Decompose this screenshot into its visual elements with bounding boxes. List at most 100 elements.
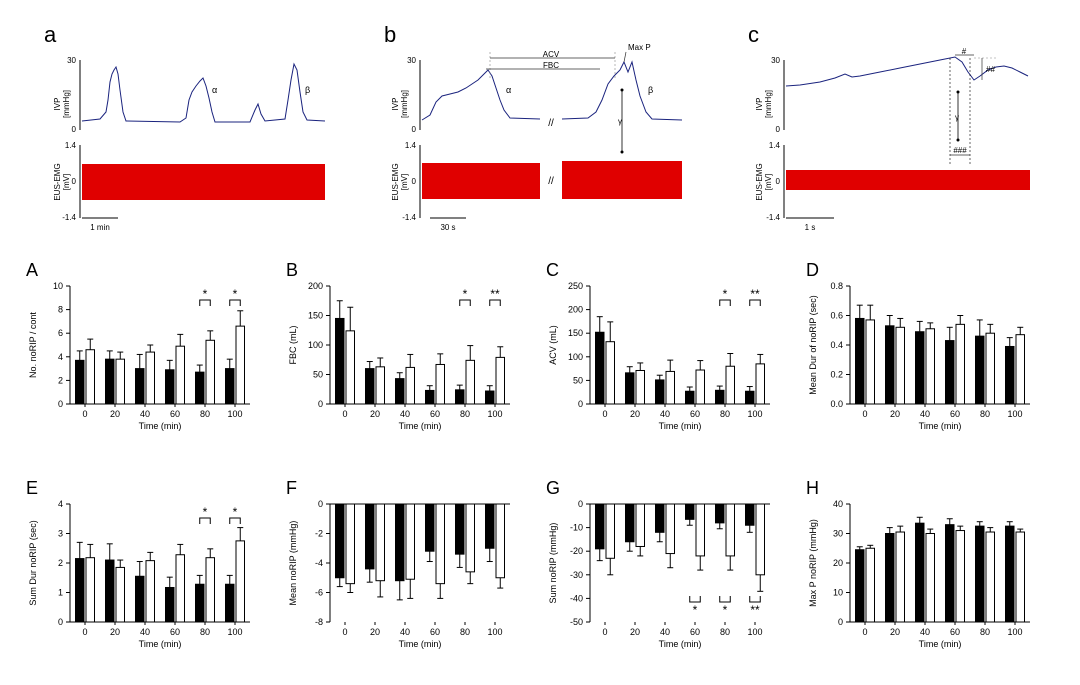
panel-f-bar [405, 503, 415, 580]
panel-h-ytick-label: 10 [833, 588, 843, 598]
panel-letter-b: B [286, 260, 298, 280]
panel-d-ytick-label: 0.6 [830, 311, 843, 321]
panel-f-xtick-label: 80 [460, 627, 470, 637]
panel-c-ivp-ytick-30: 30 [771, 56, 780, 65]
panel-c-bar [605, 341, 615, 405]
panel-c-ivp-ylabel-2: [mmHg] [764, 90, 773, 118]
panel-e-xtick-label: 100 [227, 627, 242, 637]
panel-f-bar [395, 503, 405, 582]
panel-b-bar [485, 390, 495, 405]
panel-letter-c: C [546, 260, 559, 280]
panel-g-ytick-label: -20 [570, 546, 583, 556]
panel-a-significance-bracket [199, 299, 211, 306]
panel-a-bar [195, 371, 205, 405]
panel-c-bar [745, 390, 755, 405]
panel-a-xlabel: Time (min) [139, 421, 182, 431]
panel-a-significance-label: * [203, 287, 208, 301]
panel-a-bar [115, 358, 125, 405]
panel-h-bar [975, 525, 985, 623]
panel-a-xtick-label: 0 [82, 409, 87, 419]
panel-g-bar [605, 503, 615, 559]
panel-c: c IVP [mmHg] 30 0 # ## γ ### EUS-EMG [mV… [748, 22, 1030, 232]
panel-b-bar [455, 389, 465, 405]
panel-f-ytick-label: 0 [318, 499, 323, 509]
panel-b-ivp-ytick-30: 30 [407, 56, 416, 65]
panel-a-xtick-label: 60 [170, 409, 180, 419]
panel-b-gamma: γ [618, 117, 622, 126]
panel-b-ytick-label: 150 [308, 311, 323, 321]
panel-h-bar [895, 531, 905, 623]
panel-c-xtick-label: 100 [747, 409, 762, 419]
panel-b-xtick-label: 80 [460, 409, 470, 419]
panel-c-bar [595, 331, 605, 405]
panel-letter-g: G [546, 478, 560, 498]
panel-e-xtick-label: 40 [140, 627, 150, 637]
panel-d-ytick-label: 0.0 [830, 399, 843, 409]
panel-c-bar [695, 369, 705, 405]
panel-b-xtick-label: 60 [430, 409, 440, 419]
panel-c-emg-ylabel-1: EUS-EMG [755, 163, 764, 200]
panel-d-xtick-label: 20 [890, 409, 900, 419]
panel-f-bar [465, 503, 475, 573]
panel-a-bar [75, 359, 85, 405]
panel-a-emg-trace [82, 164, 325, 200]
panel-h-bar [925, 533, 935, 623]
panel-h-bar [855, 549, 865, 623]
panel-c-bar [625, 372, 635, 405]
panel-c-bar [655, 379, 665, 405]
panel-c-ylabel: ACV (mL) [548, 325, 558, 365]
panel-d-bar [865, 319, 875, 405]
panel-f-ytick-label: -4 [315, 558, 323, 568]
panel-d-bar [895, 326, 905, 405]
panel-d-bar [1005, 345, 1015, 405]
panel-e-significance-label: * [233, 505, 238, 519]
panel-h-xtick-label: 40 [920, 627, 930, 637]
panel-e-xlabel: Time (min) [139, 639, 182, 649]
panel-c-bar [755, 363, 765, 405]
panel-h-bar [915, 522, 925, 623]
panel-b-emg-break: // [548, 176, 554, 187]
panel-b-ytick-label: 0 [318, 399, 323, 409]
panel-h-bar-chart: H 0 10 20 30 40 Max P noRIP (mmHg) 0 20 40 60 80 100… [806, 478, 1030, 649]
panel-d-xlabel: Time (min) [919, 421, 962, 431]
panel-g-significance-bracket [749, 596, 761, 603]
panel-b-bar [345, 330, 355, 405]
panel-b-alpha: α [506, 85, 511, 95]
panel-g-significance-label: ** [750, 603, 760, 617]
panel-g-xtick-label: 0 [602, 627, 607, 637]
panel-c-emg-ytick-top: 1.4 [769, 141, 781, 150]
panel-h-xtick-label: 80 [980, 627, 990, 637]
panel-d-bar [985, 332, 995, 405]
panel-a-xtick-label: 80 [200, 409, 210, 419]
panel-c-bar [685, 390, 695, 405]
panel-c-thash: ### [953, 146, 967, 155]
panel-c-gamma-dot-bottom [956, 138, 960, 142]
panel-e-bar [85, 557, 95, 623]
panel-a-bar [165, 369, 175, 405]
panel-e-significance-label: * [203, 505, 208, 519]
panel-b-significance-bracket [489, 299, 501, 306]
panel-g-ytick-label: -40 [570, 593, 583, 603]
panel-d-bar-chart: D 0.0 0.2 0.4 0.6 0.8 Mean Dur of noRIP (sec) 0… [806, 260, 1030, 431]
panel-f-bar [455, 503, 465, 555]
panel-a-bar [225, 368, 235, 405]
panel-b-break: // [548, 118, 554, 129]
panel-c-significance-bracket [749, 299, 761, 306]
panel-e-bar [135, 575, 145, 623]
panel-e-ytick-label: 2 [58, 558, 63, 568]
panel-c-emg-ytick-mid: 0 [776, 177, 781, 186]
panel-e-ytick-label: 1 [58, 588, 63, 598]
panel-letter-e: E [26, 478, 38, 498]
panel-f-bar-chart: F -8 -6 -4 -2 0 Mean noRIP (mmHg) 0 20 40 60 80 100 T… [286, 478, 510, 649]
panel-f-bar [345, 503, 355, 585]
panel-e-bar [205, 557, 215, 623]
panel-b-maxp-pointer [623, 51, 627, 63]
panel-c-hash: # [962, 47, 967, 56]
panel-e-bar-chart: E 0 1 2 3 4 Sum Dur noRIP (sec) 0 20 40 60 80 100 Tim… [26, 478, 250, 649]
panel-d-bar [915, 331, 925, 405]
panel-b-bar [335, 317, 345, 405]
panel-h-ytick-label: 30 [833, 529, 843, 539]
panel-e-bar [195, 583, 205, 623]
